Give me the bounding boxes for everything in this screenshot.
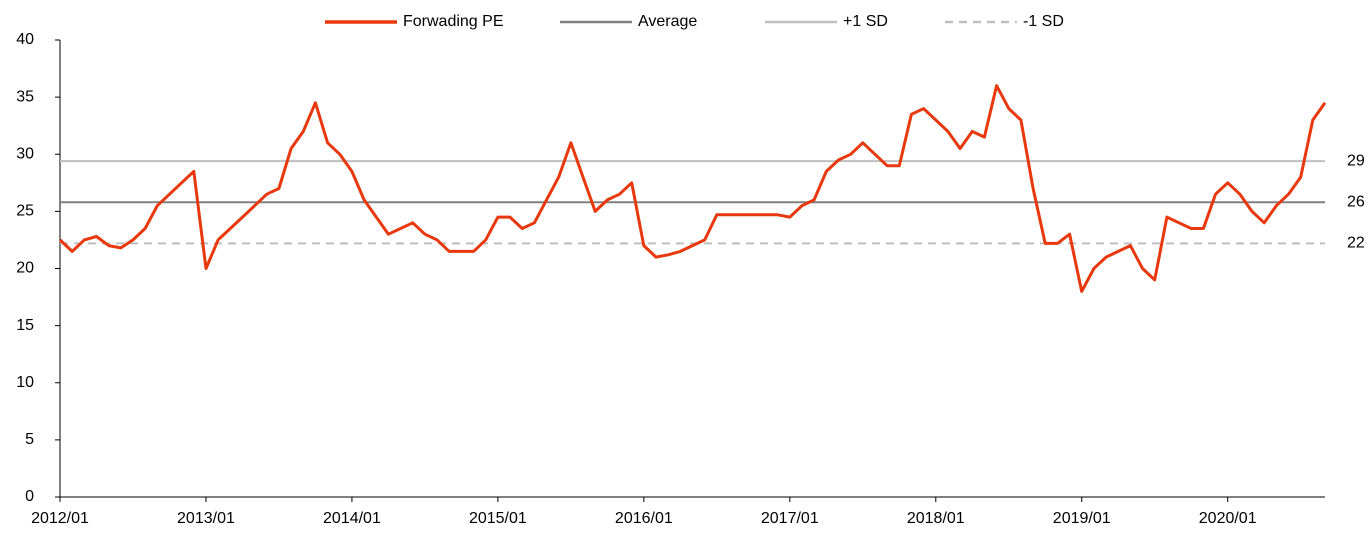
x-tick-label: 2016/01: [615, 510, 673, 527]
y-tick-label: 30: [16, 145, 34, 162]
x-tick-label: 2012/01: [31, 510, 89, 527]
y-tick-label: 5: [25, 431, 34, 448]
legend-label: -1 SD: [1023, 13, 1064, 30]
x-tick-label: 2020/01: [1199, 510, 1257, 527]
legend-label: Forwading PE: [403, 13, 504, 30]
y-tick-label: 25: [16, 203, 34, 220]
x-tick-label: 2015/01: [469, 510, 527, 527]
x-tick-label: 2019/01: [1053, 510, 1111, 527]
y-tick-label: 0: [25, 488, 34, 505]
y-tick-label: 10: [16, 374, 34, 391]
reference-label: 22: [1347, 235, 1365, 252]
legend-label: Average: [638, 13, 697, 30]
reference-label: 26: [1347, 193, 1365, 210]
y-tick-label: 20: [16, 260, 34, 277]
x-tick-label: 2013/01: [177, 510, 235, 527]
x-tick-label: 2014/01: [323, 510, 381, 527]
x-tick-label: 2018/01: [907, 510, 965, 527]
y-tick-label: 15: [16, 317, 34, 334]
x-tick-label: 2017/01: [761, 510, 819, 527]
series-line: [58, 84, 1327, 293]
y-tick-label: 40: [16, 31, 34, 48]
legend-label: +1 SD: [843, 13, 888, 30]
reference-label: 29: [1347, 152, 1365, 169]
y-tick-label: 35: [16, 88, 34, 105]
